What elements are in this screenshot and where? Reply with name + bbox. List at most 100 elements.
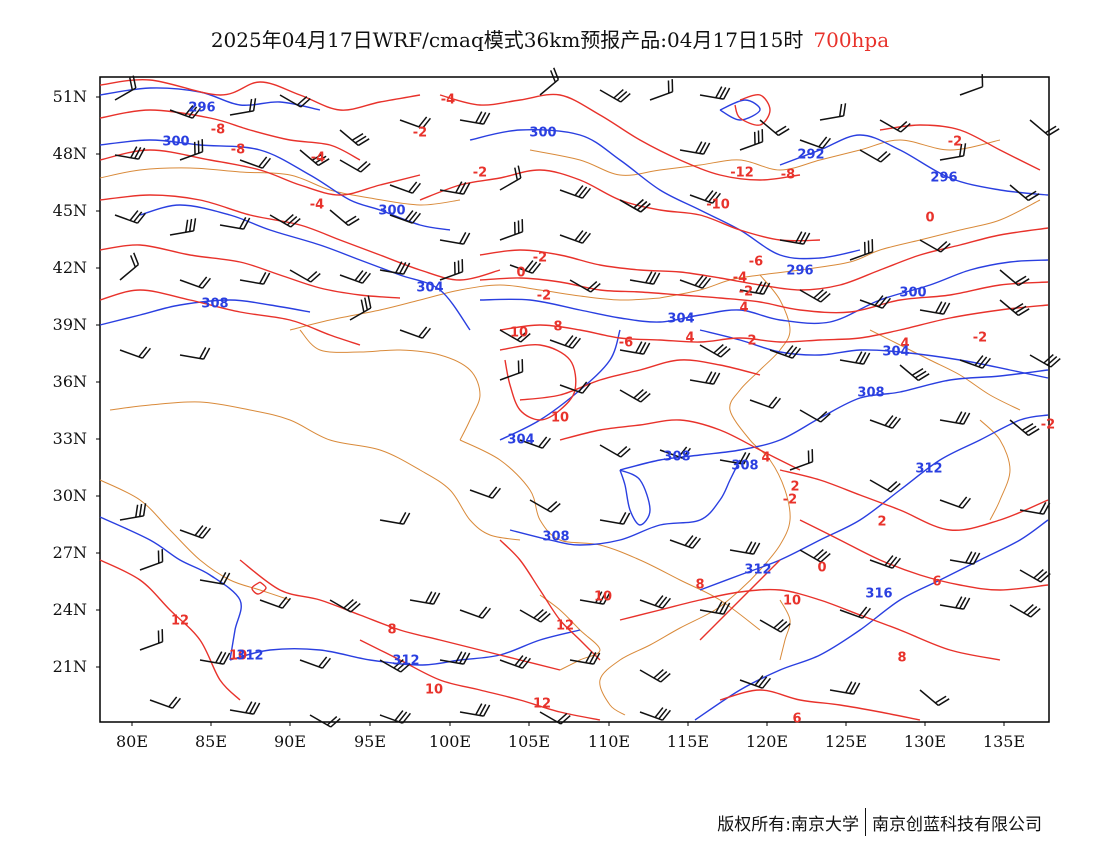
barb-flag <box>399 511 407 524</box>
barb-flag <box>536 611 548 621</box>
wind-barb <box>399 326 432 339</box>
barb-flag <box>201 277 212 289</box>
barb-flag <box>278 596 288 608</box>
barb-flag <box>219 651 227 664</box>
barb-staff <box>999 269 1019 287</box>
wind-barb <box>309 714 341 728</box>
wind-barbs <box>114 67 1061 728</box>
wind-barb <box>569 279 601 293</box>
barb-flag <box>969 551 977 564</box>
lon-label-135: 135E <box>982 732 1026 751</box>
border-line <box>289 284 661 331</box>
barb-flag <box>940 243 951 253</box>
temperature-label: 2 <box>747 334 756 349</box>
barb-staff <box>749 399 773 409</box>
height-contour <box>99 516 242 661</box>
height-label: 300 <box>899 286 926 301</box>
lon-label-125: 125E <box>824 732 868 751</box>
barb-staff <box>769 349 793 359</box>
wind-barb <box>759 119 790 137</box>
wind-barb <box>569 651 601 665</box>
height-label: 308 <box>731 459 758 474</box>
barb-staff <box>839 609 863 619</box>
barb-flag <box>1014 305 1027 314</box>
wind-barb <box>169 218 197 236</box>
temperature-label: -4 <box>310 198 324 213</box>
barb-flag <box>633 199 644 209</box>
barb-flag <box>581 382 592 394</box>
temperature-contour <box>559 419 801 471</box>
wind-barb <box>469 486 502 499</box>
wind-barb <box>439 651 471 665</box>
wind-barb <box>799 289 831 303</box>
temperature-contour <box>719 689 921 721</box>
wind-barb <box>459 111 491 125</box>
barb-flag <box>1030 608 1041 618</box>
barb-flag <box>749 541 757 554</box>
temperature-label: 12 <box>171 614 189 629</box>
temperature-label: -2 <box>1041 418 1055 433</box>
wind-barb <box>999 299 1030 317</box>
barb-staff <box>649 91 673 101</box>
barb-flag <box>432 592 441 605</box>
barb-flag <box>622 512 631 525</box>
wind-barb <box>559 185 592 199</box>
barb-flag <box>135 504 139 518</box>
barb-flag <box>550 503 561 513</box>
barb-staff <box>659 449 683 459</box>
barb-staff <box>119 515 144 521</box>
wind-barb <box>179 139 204 161</box>
barb-flag <box>311 153 324 161</box>
wind-barb <box>739 675 772 689</box>
barb-staff <box>299 149 319 167</box>
barb-staff <box>679 279 703 289</box>
height-contour <box>699 329 1049 379</box>
temperature-label: 12 <box>533 697 551 712</box>
barb-flag <box>681 447 692 459</box>
barb-flag <box>136 212 147 224</box>
wind-barb <box>999 269 1030 287</box>
temperature-label: 10 <box>229 649 247 664</box>
barb-flag <box>357 138 370 147</box>
wind-barb <box>739 129 764 151</box>
lat-label-33: 33N <box>52 429 87 448</box>
wind-barb <box>389 210 422 224</box>
wind-barb <box>749 396 782 409</box>
barb-flag <box>939 301 947 314</box>
wind-barb <box>379 659 411 673</box>
barb-flag <box>619 511 627 524</box>
barb-flag <box>759 281 767 294</box>
barb-flag <box>281 597 292 609</box>
barb-flag <box>1046 356 1058 366</box>
barb-flag <box>283 214 294 224</box>
barb-flag <box>640 203 651 213</box>
barb-staff <box>619 199 642 213</box>
temperature-label: 8 <box>695 578 704 593</box>
barb-flag <box>462 652 471 665</box>
wind-barb <box>289 269 321 283</box>
height-contour <box>779 134 1049 196</box>
barb-flag <box>589 651 597 664</box>
barb-flag <box>911 368 924 376</box>
barb-flag <box>521 359 524 372</box>
barb-staff <box>339 129 359 147</box>
wind-barb <box>769 345 802 359</box>
barb-flag <box>935 301 943 314</box>
temperature-contour <box>779 469 1049 531</box>
lon-label-105: 105E <box>507 732 551 751</box>
temperature-label: -4 <box>311 151 325 166</box>
barb-flag <box>981 74 984 87</box>
barb-flag <box>962 597 971 610</box>
temperature-label: -8 <box>211 123 225 138</box>
barb-flag <box>521 219 524 232</box>
barb-flag <box>820 413 831 423</box>
barb-staff <box>329 209 349 227</box>
temperature-label: 4 <box>685 331 694 346</box>
barb-flag <box>1047 128 1060 137</box>
barb-staff <box>639 669 662 683</box>
temperature-contour <box>239 559 561 671</box>
lon-label-80: 80E <box>115 732 149 751</box>
wind-barb <box>639 669 671 683</box>
barb-flag <box>704 190 714 201</box>
barb-flag <box>658 596 668 608</box>
